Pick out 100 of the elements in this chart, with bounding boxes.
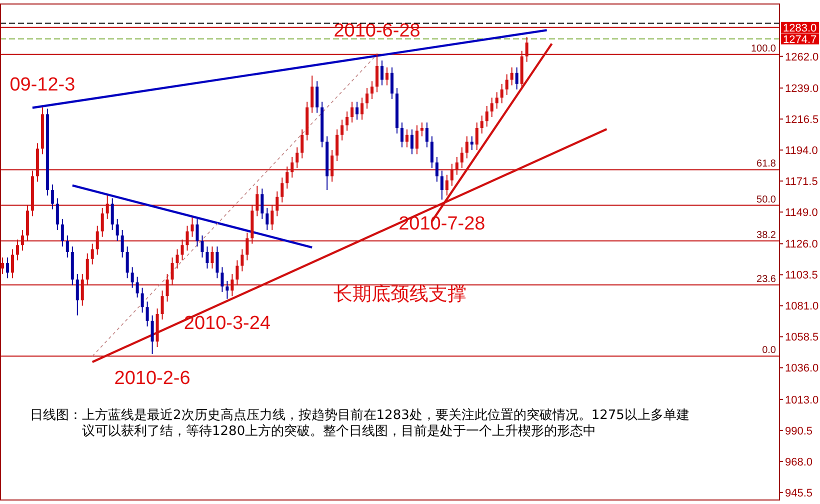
candlestick: [490, 97, 494, 118]
candlestick: [405, 128, 408, 148]
candlestick: [86, 252, 89, 286]
candlestick: [290, 156, 294, 178]
candlestick: [216, 246, 219, 279]
candlestick: [200, 234, 204, 258]
candlestick: [360, 97, 364, 120]
candlestick: [505, 74, 508, 96]
candlestick: [190, 217, 194, 238]
y-tick-label: 1149.0: [785, 207, 818, 220]
candlestick: [410, 128, 414, 155]
candlestick: [16, 239, 19, 261]
candlestick: [76, 274, 79, 316]
candlestick: [90, 243, 94, 265]
candlestick: [110, 198, 114, 230]
candlestick: [480, 115, 484, 134]
candlestick: [256, 185, 259, 217]
candlestick: [310, 75, 314, 114]
candlestick: [166, 274, 169, 302]
candlestick: [266, 207, 269, 230]
candlestick: [10, 248, 14, 279]
candlestick: [340, 119, 344, 141]
candlestick: [226, 280, 229, 300]
annotation: 0.0: [762, 345, 776, 356]
candlestick: [346, 110, 349, 132]
candlestick: [160, 290, 164, 320]
y-tick-label: 1216.5: [785, 114, 819, 126]
y-tick-label: 990.5: [785, 425, 813, 438]
candlestick: [210, 246, 214, 270]
candlestick: [66, 234, 69, 258]
annotation: 2010-7-28: [398, 214, 486, 235]
y-tick-label: 1081.0: [785, 300, 819, 313]
y-tick-label: 968.0: [785, 456, 813, 468]
candlestick: [460, 146, 464, 168]
annotation: 2010-2-6: [114, 368, 190, 389]
annotation: 100.0: [750, 43, 776, 54]
candlestick: [425, 122, 428, 148]
y-tick-label: 1013.0: [785, 394, 819, 406]
y-tick-label: 1036.0: [785, 362, 819, 375]
candlestick: [336, 128, 339, 162]
candlestick: [300, 128, 304, 159]
candlestick: [170, 257, 174, 286]
candlestick: [130, 266, 134, 288]
candlestick: [465, 136, 468, 159]
candlestick: [475, 122, 478, 151]
y-tick-label: 945.5: [785, 487, 813, 500]
candlestick: [196, 218, 199, 247]
candlestick: [20, 229, 24, 252]
candlestick: [6, 257, 9, 279]
candlestick: [206, 246, 209, 270]
candlestick: [240, 248, 244, 272]
candlestick: [386, 66, 389, 86]
candlestick: [270, 204, 274, 230]
annotation: 09-12-3: [10, 74, 76, 96]
y-tick-label: 1126.0: [785, 238, 818, 251]
y-tick-label: 1194.0: [785, 145, 818, 158]
annotation: 50.0: [756, 194, 776, 206]
candlestick: [400, 122, 404, 148]
candlestick: [120, 229, 124, 258]
candlestick: [80, 274, 84, 306]
candlestick: [276, 190, 279, 217]
candlestick: [350, 101, 354, 123]
y-tick-label: 1239.0: [785, 83, 819, 96]
candlestick: [435, 156, 438, 182]
candlestick: [470, 136, 474, 151]
candlestick: [286, 166, 289, 190]
candlestick: [455, 156, 458, 176]
candlestick: [136, 276, 139, 298]
candlestick: [220, 266, 224, 292]
candlestick: [150, 314, 154, 354]
candlestick: [106, 195, 109, 220]
y-tick-label: 1058.5: [785, 332, 819, 344]
candlestick: [146, 301, 149, 327]
ref-line-label: 1283.0: [783, 22, 817, 34]
y-tick-label: 1103.5: [785, 270, 818, 282]
candlestick: [445, 174, 448, 196]
candlestick: [280, 177, 284, 203]
candlestick: [246, 232, 249, 261]
candlestick: [390, 66, 394, 100]
candlestick: [50, 184, 54, 210]
candlestick: [176, 248, 179, 270]
candlestick: [500, 83, 504, 104]
annotation: 23.6: [756, 274, 776, 285]
y-tick-label: 1262.0: [785, 51, 819, 64]
annotation: 日线图：上方蓝线是最近2次历史高点压力线，按趋势目前在1283处，要关注此位置的突破情况。1275以上多单建议可以获利了结，等待1280上方的突破。整个日线图，目前是处于一个上升楔形的形态中: [30, 408, 690, 440]
ref-line-label: 1274.7: [783, 34, 817, 46]
candlestick: [366, 88, 369, 110]
candlestick: [116, 218, 119, 242]
candlestick: [180, 239, 184, 261]
candlestick: [96, 225, 99, 256]
candlestick: [100, 207, 104, 238]
candlestick: [450, 163, 454, 186]
candlestick: [330, 150, 334, 182]
candlestick: [370, 80, 374, 100]
candlestick: [495, 92, 498, 110]
candlestick: [356, 101, 359, 120]
candlestick: [260, 188, 264, 220]
candlestick: [230, 274, 234, 297]
candlestick: [415, 124, 418, 155]
candlestick: [316, 80, 319, 114]
